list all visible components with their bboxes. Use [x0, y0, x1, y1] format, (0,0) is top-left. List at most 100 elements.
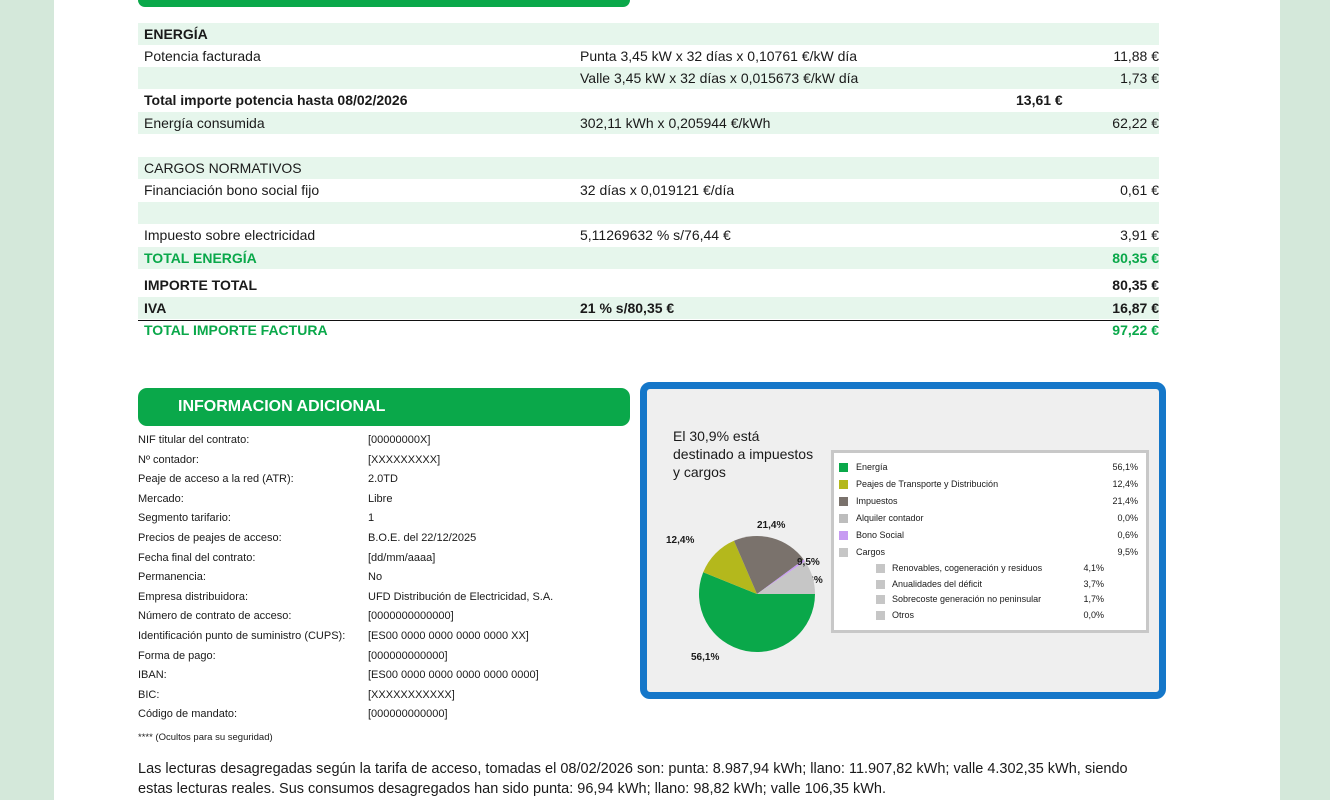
total-factura-label: TOTAL IMPORTE FACTURA: [144, 322, 328, 338]
pie-data-label: 56,1%: [691, 652, 719, 663]
pie-data-label: 21,4%: [757, 520, 785, 531]
legend-swatch: [839, 463, 848, 472]
total-potencia-amount: 13,61 €: [1016, 92, 1063, 108]
legend-sub-label: Anualidades del déficit: [892, 578, 983, 589]
legend-label: Bono Social: [856, 530, 905, 540]
legend-sub-label: Renovables, cogeneración y residuos: [892, 563, 1043, 573]
lecturas-text: Las lecturas desagregadas según la tarif…: [138, 761, 1128, 797]
info-value: 2.0TD: [368, 473, 398, 486]
pie-slice-bono-social: [757, 559, 805, 594]
info-value: UFD Distribución de Electricidad, S.A.: [368, 590, 554, 603]
punta-detail: Punta 3,45 kW x 32 días x 0,10761 €/kW d…: [580, 48, 858, 64]
legend-sub-value: 0,0%: [1083, 609, 1104, 620]
info-value: [00000000X]: [368, 434, 431, 446]
iva-label: IVA: [144, 300, 167, 316]
info-adicional-title: INFORMACION ADICIONAL: [178, 398, 386, 415]
legend-label: Energía: [856, 462, 888, 472]
pie-data-label: 12,4%: [666, 535, 694, 546]
info-value: [XXXXXXXXX]: [368, 453, 441, 466]
legend-swatch: [839, 531, 848, 540]
table-row: TOTAL IMPORTE FACTURA 97,22 €: [138, 319, 1159, 341]
legend-sub-value: 4,1%: [1083, 563, 1104, 573]
impuesto-amount: 3,91 €: [1120, 227, 1159, 243]
info-label: Forma de pago:: [138, 649, 216, 662]
energia-header: ENERGÍA: [144, 26, 208, 42]
energia-consumida-amount: 62,22 €: [1112, 115, 1159, 131]
divider: [138, 320, 1159, 321]
importe-total-amount: 80,35 €: [1112, 277, 1159, 293]
legend-swatch: [839, 480, 848, 489]
info-value: [ES00 0000 0000 0000 0000 XX]: [368, 630, 529, 642]
info-label: Permanencia:: [138, 571, 206, 584]
legend-value: 9,5%: [1117, 547, 1138, 557]
info-label: Identificación punto de suministro (CUPS…: [138, 630, 346, 642]
energia-consumida-label: Energía consumida: [144, 115, 265, 131]
pie-slice-impuestos: [733, 536, 804, 594]
legend-swatch: [876, 595, 885, 604]
info-value: 1: [368, 512, 375, 525]
legend-value: 0,0%: [1117, 513, 1138, 523]
legend-sub-value: 1,7%: [1083, 594, 1104, 604]
table-row: Energía consumida 302,11 kWh x 0,205944 …: [138, 112, 1159, 134]
distribution-chart-panel: El 30,9% está destinado a impuestos y ca…: [640, 382, 1166, 699]
info-value: Libre: [368, 492, 393, 505]
privacy-note: **** (Ocultos para su seguridad): [138, 732, 273, 743]
legend-swatch: [876, 610, 885, 620]
total-energia-amount: 80,35 €: [1112, 250, 1159, 266]
info-label: Segmento tarifario:: [138, 512, 231, 525]
info-label: Empresa distribuidora:: [138, 590, 249, 603]
table-row: Valle 3,45 kW x 32 días x 0,015673 €/kW …: [138, 67, 1159, 89]
punta-amount: 11,88 €: [1113, 48, 1159, 64]
cargos-header: CARGOS NORMATIVOS: [144, 160, 302, 176]
pie-slice-cargos: [757, 561, 815, 594]
info-value: [000000000000]: [368, 708, 448, 721]
info-value: No: [368, 571, 383, 584]
table-row: ENERGÍA: [138, 23, 1159, 45]
info-value: [000000000000]: [368, 649, 448, 662]
legend-value: 12,4%: [1112, 479, 1138, 489]
legend-label: Alquiler contador: [856, 513, 924, 523]
info-value: [XXXXXXXXXXX]: [368, 688, 455, 701]
bono-label: Financiación bono social fijo: [144, 182, 320, 198]
info-label: IBAN:: [138, 669, 167, 682]
bono-amount: 0,61 €: [1120, 182, 1159, 198]
table-row-empty: [138, 202, 1159, 224]
legend-value: 56,1%: [1112, 462, 1138, 472]
table-row: IMPORTE TOTAL 80,35 €: [138, 274, 1159, 296]
info-label: Número de contrato de acceso:: [138, 610, 292, 623]
info-label: Código de mandato:: [138, 708, 238, 721]
energia-consumida-detail: 302,11 kWh x 0,205944 €/kWh: [580, 115, 771, 131]
info-label: Nº contador:: [138, 453, 199, 466]
info-label: Precios de peajes de acceso:: [138, 532, 282, 544]
chart-legend: Energía 56,1% Peajes de Transporte y Distr…: [831, 450, 1149, 633]
info-value: [0000000000000]: [368, 610, 454, 623]
legend-label: Cargos: [856, 547, 886, 557]
pie-slice-energ-a: [699, 572, 815, 652]
table-row: TOTAL ENERGÍA 80,35 €: [138, 247, 1159, 269]
legend-label: Peajes de Transporte y Distribución: [856, 479, 999, 489]
legend-value: 0,6%: [1117, 530, 1138, 540]
legend-label: Impuestos: [856, 496, 898, 506]
legend-swatch: [839, 514, 848, 523]
total-potencia-label: Total importe potencia hasta 08/02/2026: [144, 92, 408, 108]
pie-slice-peajes-de-transporte-y-distribuci-n: [703, 540, 757, 594]
legend-sub-value: 3,7%: [1083, 578, 1104, 589]
total-energia-label: TOTAL ENERGÍA: [144, 250, 257, 266]
info-value: [dd/mm/aaaa]: [368, 551, 436, 564]
chart-title: El 30,9% está destinado a impuestos y ca…: [673, 428, 814, 480]
iva-amount: 16,87 €: [1112, 300, 1159, 316]
info-value: [ES00 0000 0000 0000 0000 0000]: [368, 669, 539, 682]
legend-swatch: [876, 579, 885, 589]
impuesto-detail: 5,11269632 % s/76,44 €: [580, 227, 731, 243]
info-adicional-header: INFORMACION ADICIONAL: [138, 388, 630, 426]
legend-sub-label: Otros: [892, 609, 915, 620]
valle-detail: Valle 3,45 kW x 32 días x 0,015673 €/kW …: [580, 70, 859, 86]
legend-swatch: [876, 564, 885, 573]
info-label: NIF titular del contrato:: [138, 434, 250, 446]
table-row: Potencia facturada Punta 3,45 kW x 32 dí…: [138, 45, 1159, 67]
table-row: Total importe potencia hasta 08/02/2026 …: [138, 89, 1159, 111]
potencia-label: Potencia facturada: [144, 48, 261, 64]
info-label: BIC:: [138, 688, 160, 701]
section-header-bar: [138, 0, 630, 7]
legend-swatch: [839, 548, 848, 557]
